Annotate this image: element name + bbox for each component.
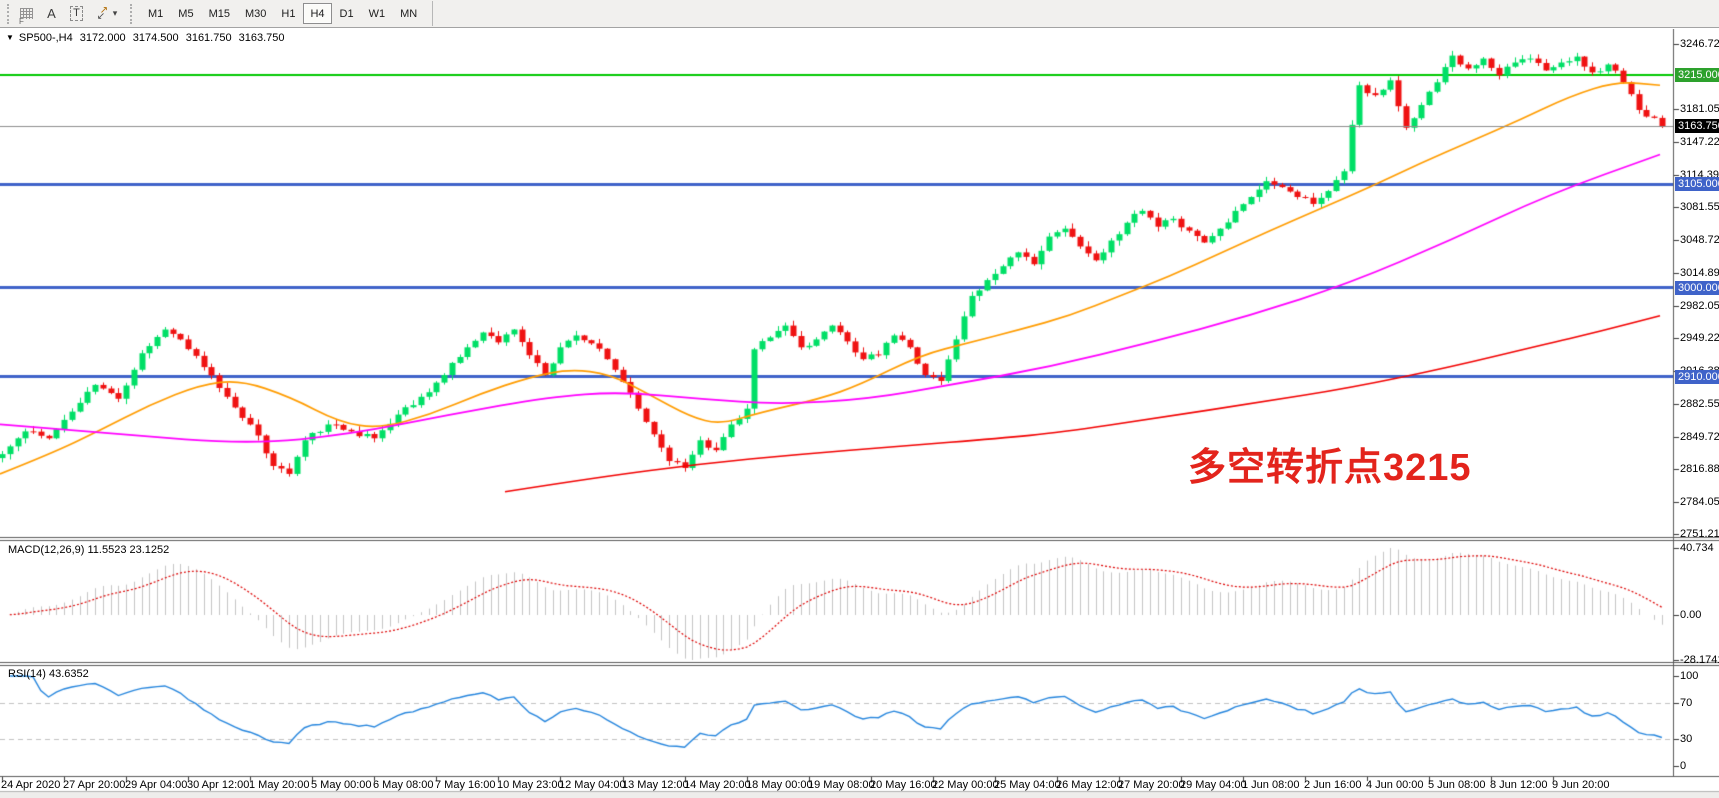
- macd-axis-label: 40.734: [1680, 542, 1714, 554]
- rsi-axis-label: 70: [1680, 697, 1693, 709]
- time-label: 22 May 00:00: [932, 779, 999, 791]
- time-label: 18 May 00:00: [746, 779, 813, 791]
- time-label: 20 May 16:00: [870, 779, 937, 791]
- price-tick-label: 3246.725: [1680, 38, 1719, 50]
- price-level-badge: 3105.000: [1675, 177, 1719, 191]
- chart-dropdown-icon[interactable]: ▼: [6, 33, 14, 42]
- price-tick-label: 2882.555: [1680, 398, 1719, 410]
- rsi-axis-label: 30: [1680, 733, 1693, 745]
- grid-f-icon: F: [19, 8, 33, 26]
- price-tick-label: 3181.055: [1680, 103, 1719, 115]
- timeframe-button-h4[interactable]: H4: [303, 3, 332, 24]
- time-label: 1 May 20:00: [249, 779, 310, 791]
- toolbar-grip[interactable]: [7, 3, 9, 24]
- price-level-badge: 3000.000: [1675, 281, 1719, 295]
- time-label: 19 May 08:00: [808, 779, 875, 791]
- price-tick-label: 3081.555: [1680, 201, 1719, 213]
- time-label: 27 May 20:00: [1118, 779, 1185, 791]
- time-label: 24 Apr 2020: [1, 779, 61, 791]
- time-label: 27 Apr 20:00: [63, 779, 126, 791]
- ohlc-close: 3163.750: [238, 32, 285, 44]
- toolbar-grip[interactable]: [130, 3, 132, 24]
- price-level-badge: 2910.000: [1675, 370, 1719, 384]
- chart-canvas[interactable]: [0, 29, 1719, 798]
- price-level-badge: 3215.000: [1675, 68, 1719, 82]
- timeframe-button-h1[interactable]: H1: [281, 7, 296, 20]
- timeframe-group: M1 M5 M15 M30 H1 H4 D1 W1 MN: [141, 3, 424, 24]
- rsi-label: RSI(14) 43.6352: [8, 668, 89, 680]
- ohlc-low: 3161.750: [185, 32, 232, 44]
- price-tick-label: 2751.215: [1680, 528, 1719, 540]
- time-label: 5 Jun 08:00: [1428, 779, 1486, 791]
- text-label-icon: A: [47, 6, 56, 21]
- time-label: 13 May 12:00: [622, 779, 689, 791]
- arrows-tool-icon: ↗ ↙: [96, 4, 109, 22]
- time-label: 26 May 12:00: [1056, 779, 1123, 791]
- time-label: 7 May 16:00: [435, 779, 496, 791]
- macd-label: MACD(12,26,9) 11.5523 23.1252: [8, 544, 170, 556]
- timeframe-button-w1[interactable]: W1: [368, 7, 386, 20]
- ohlc-high: 3174.500: [132, 32, 179, 44]
- price-tick-label: 3014.890: [1680, 267, 1719, 279]
- macd-axis-label: 0.00: [1680, 609, 1702, 621]
- price-tick-label: 2816.885: [1680, 463, 1719, 475]
- text-box-button[interactable]: T: [64, 3, 89, 25]
- timeframe-button-m5[interactable]: M5: [178, 7, 194, 20]
- text-box-icon: T: [70, 6, 83, 21]
- arrows-tool-button[interactable]: ↗ ↙ ▾: [89, 3, 125, 25]
- time-label: 14 May 20:00: [684, 779, 751, 791]
- timeframe-button-m15[interactable]: M15: [208, 7, 230, 20]
- timeframe-button-m1[interactable]: M1: [148, 7, 164, 20]
- time-label: 2 Jun 16:00: [1304, 779, 1362, 791]
- timeframe-button-mn[interactable]: MN: [400, 7, 418, 20]
- time-label: 6 May 08:00: [373, 779, 434, 791]
- price-tick-label: 2784.050: [1680, 496, 1719, 508]
- ohlc-open: 3172.000: [79, 32, 126, 44]
- time-label: 25 May 04:00: [994, 779, 1061, 791]
- timeframe-button-d1[interactable]: D1: [339, 7, 354, 20]
- chevron-down-icon: ▾: [112, 8, 118, 18]
- price-tick-label: 2849.720: [1680, 431, 1719, 443]
- time-label: 12 May 04:00: [559, 779, 626, 791]
- time-label: 1 Jun 08:00: [1242, 779, 1300, 791]
- price-level-badge: 3163.750: [1675, 119, 1719, 133]
- time-label: 29 May 04:00: [1180, 779, 1247, 791]
- price-tick-label: 3048.720: [1680, 234, 1719, 246]
- time-label: 5 May 00:00: [311, 779, 372, 791]
- time-label: 30 Apr 12:00: [187, 779, 250, 791]
- price-tick-label: 2949.220: [1680, 332, 1719, 344]
- chart-title: ▼ SP500-,H4 3172.000 3174.500 3161.750 31…: [6, 32, 289, 44]
- text-label-button[interactable]: A: [39, 3, 64, 25]
- time-label: 9 Jun 20:00: [1552, 779, 1610, 791]
- annotation-text[interactable]: 多空转折点3215: [1188, 447, 1472, 489]
- price-tick-label: 2982.055: [1680, 300, 1719, 312]
- toolbar: F A T ↗ ↙ ▾ M1 M5 M15 M30 H1 H4 D1 W1 MN: [0, 0, 1719, 28]
- rsi-axis-label: 100: [1680, 670, 1699, 682]
- price-tick-label: 3147.225: [1680, 136, 1719, 148]
- symbol-period: SP500-,H4: [18, 32, 73, 44]
- time-label: 4 Jun 00:00: [1366, 779, 1424, 791]
- time-label: 8 Jun 12:00: [1490, 779, 1548, 791]
- rsi-axis-label: 0: [1680, 760, 1687, 772]
- timeframe-button-m30[interactable]: M30: [244, 7, 267, 20]
- time-label: 29 Apr 04:00: [125, 779, 188, 791]
- time-label: 10 May 23:00: [497, 779, 564, 791]
- toolbar-separator: [432, 1, 434, 26]
- indicator-grid-button[interactable]: F: [14, 3, 39, 26]
